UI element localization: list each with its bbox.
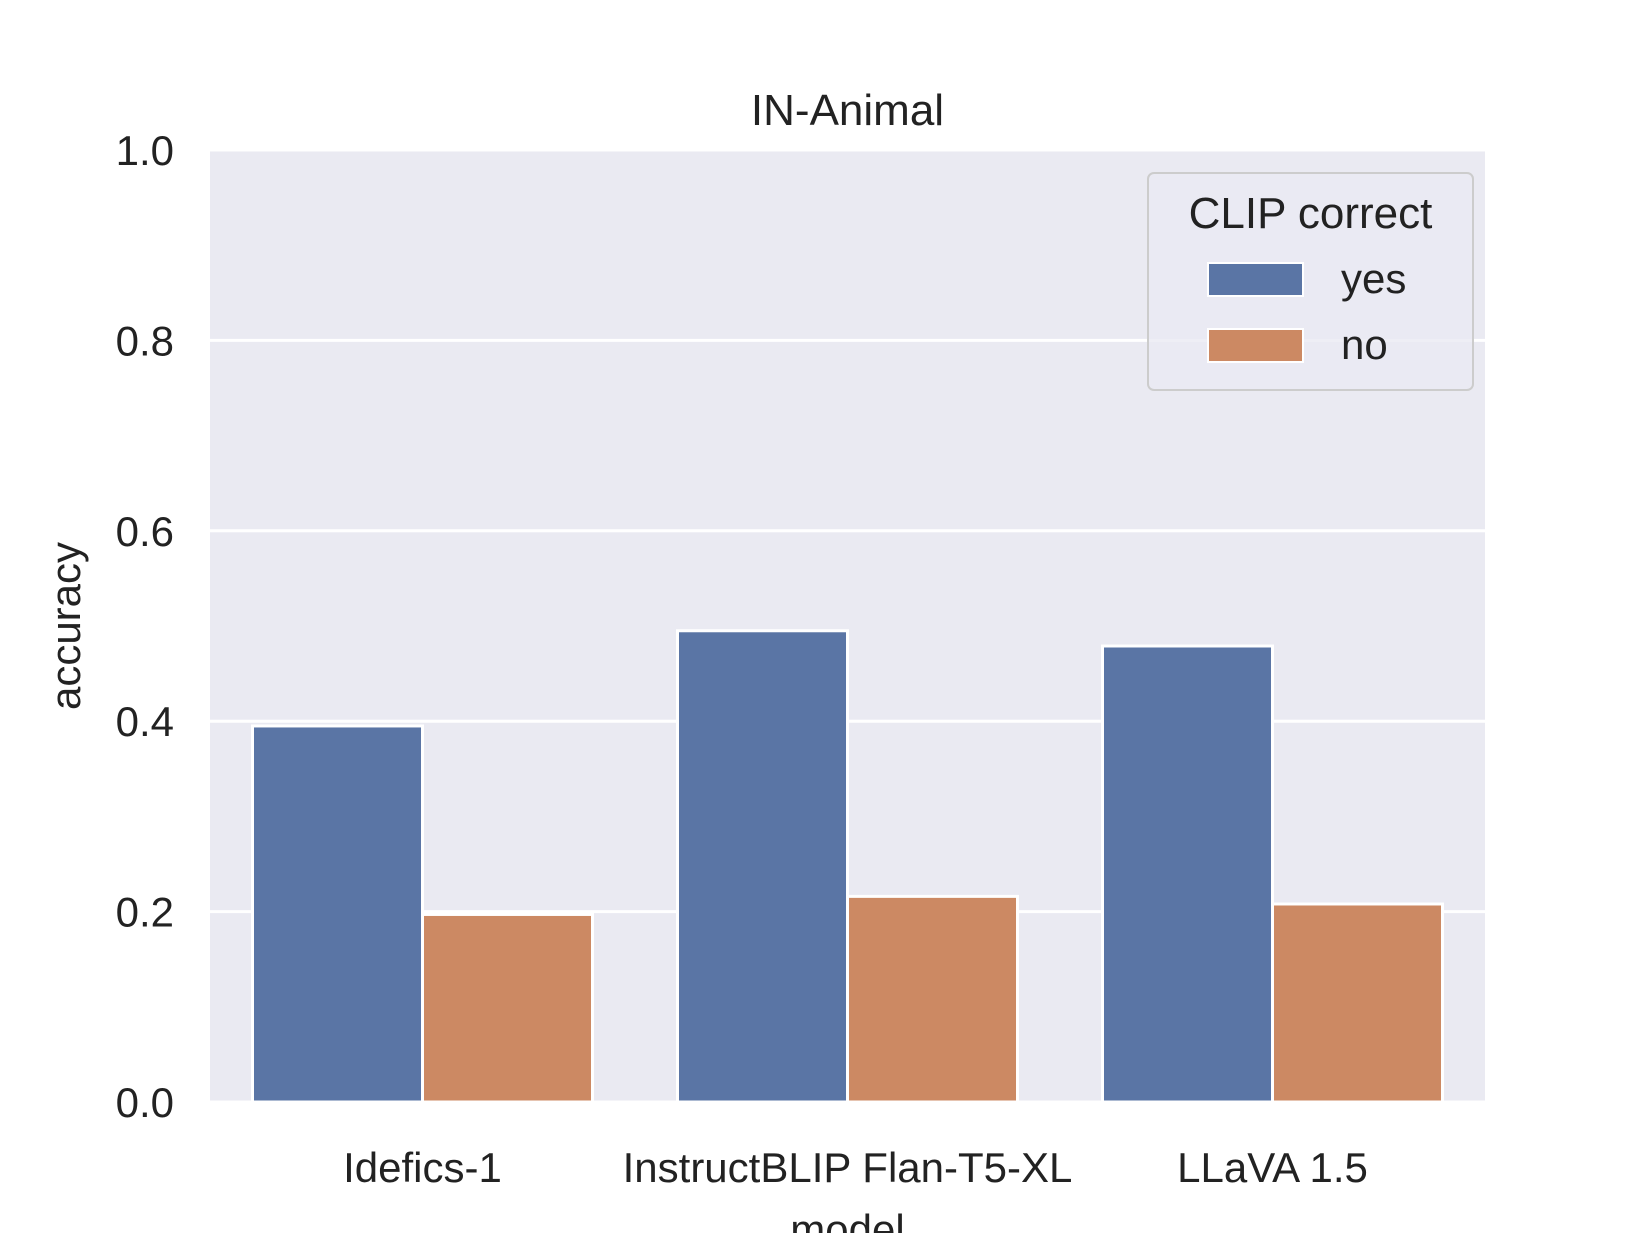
bar-yes-3 [1101, 644, 1274, 1104]
bars [251, 629, 1444, 1104]
y-tick-label: 0.6 [116, 508, 174, 555]
x-tick-label: InstructBLIP Flan-T5-XL [623, 1144, 1073, 1191]
legend-swatch-no [1207, 328, 1304, 363]
bar-no-1 [421, 912, 594, 1104]
x-tick-label: Idefics-1 [343, 1144, 502, 1191]
legend-swatch-yes [1207, 262, 1304, 297]
chart-title: IN-Animal [751, 86, 944, 135]
y-axis-label: accuracy [42, 542, 89, 710]
bar-yes-1 [251, 724, 424, 1104]
legend-items: yes no [1207, 255, 1406, 368]
bar-no-3 [1271, 902, 1444, 1104]
bar-yes-2 [676, 629, 849, 1104]
bar-no-2 [846, 894, 1019, 1104]
y-tick-label: 0.8 [116, 317, 174, 364]
x-tick-label: LLaVA 1.5 [1177, 1144, 1368, 1191]
legend-label-no: no [1341, 321, 1388, 368]
legend: CLIP correct yes no [1147, 172, 1474, 391]
y-tick-label: 0.4 [116, 698, 174, 745]
y-tick-label: 0.2 [116, 889, 174, 936]
x-tick-labels: Idefics-1 InstructBLIP Flan-T5-XL LLaVA 1.… [343, 1144, 1368, 1191]
y-tick-label: 0.0 [116, 1079, 174, 1126]
legend-title: CLIP correct [1189, 189, 1433, 238]
y-tick-labels: 0.0 0.2 0.4 0.6 0.8 1.0 [116, 127, 174, 1126]
y-tick-label: 1.0 [116, 127, 174, 174]
x-axis-label: model [790, 1206, 904, 1233]
legend-label-yes: yes [1341, 255, 1406, 302]
